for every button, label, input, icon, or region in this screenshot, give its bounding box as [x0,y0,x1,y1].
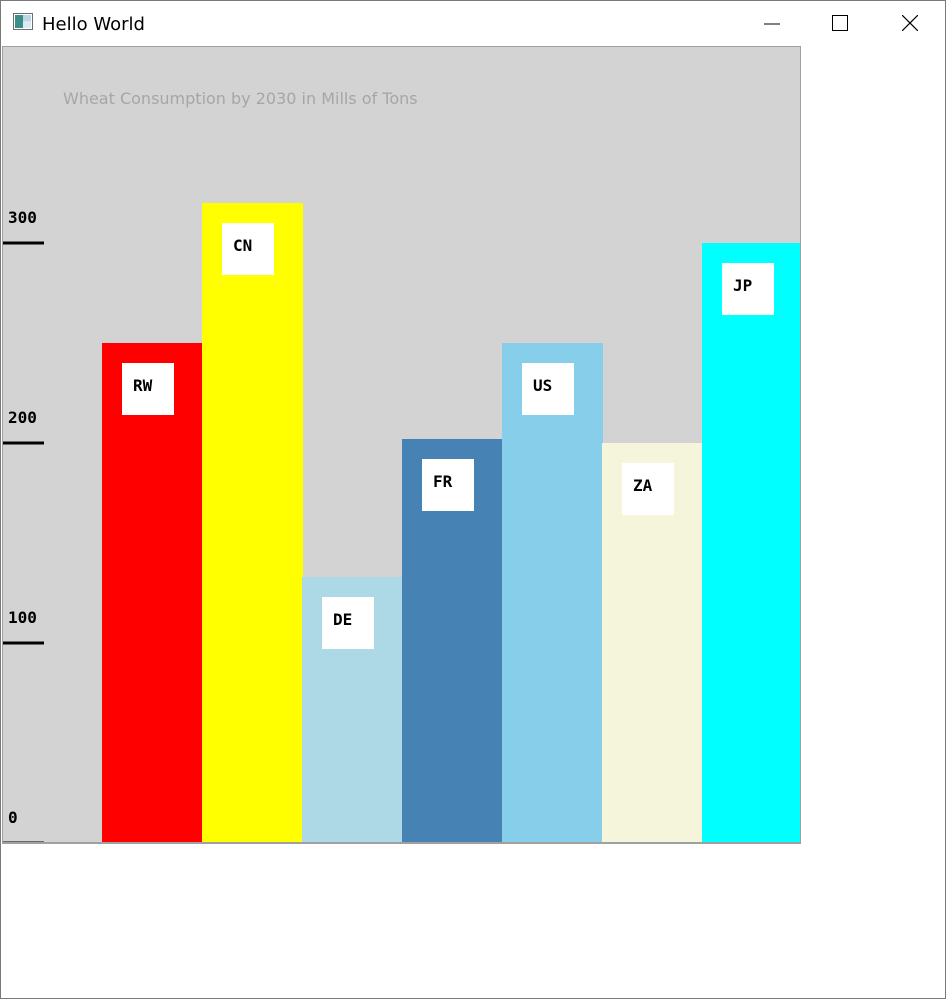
bar-label-za: ZA [633,476,653,495]
bar-us [502,343,603,842]
bar-label-jp: JP [733,276,752,295]
app-window-icon [13,13,33,30]
y-tick-label-300: 300 [8,208,37,227]
window-title: Hello World [42,14,145,35]
bar-label-fr: FR [433,472,453,491]
bar-cn [202,203,303,842]
bar-label-cn: CN [233,236,252,255]
bar-chart: 0 100 200 300 RW CN DE FR US ZA JP [3,203,800,842]
bar-label-us: US [533,376,552,395]
bar-label-box-fr [422,459,474,511]
y-tick-label-200: 200 [8,408,37,427]
bar-label-de: DE [333,610,352,629]
bar-label-box-us [522,363,574,415]
close-icon [902,15,918,31]
bar-label-box-cn [222,223,274,275]
bar-label-box-jp [722,263,774,315]
title-bar[interactable]: Hello World [1,1,945,46]
y-tick-label-100: 100 [8,608,37,627]
chart-area: Wheat Consumption by 2030 in Mills of To… [2,46,801,844]
chart-title: Wheat Consumption by 2030 in Mills of To… [63,89,418,108]
bar-jp [702,243,800,842]
minimize-icon [764,23,780,25]
y-tick-label-0: 0 [8,808,18,827]
close-button[interactable] [875,1,945,46]
bar-label-box-de [322,597,374,649]
maximize-button[interactable] [805,1,875,46]
bar-rw [102,343,203,842]
minimize-button[interactable] [737,1,807,46]
bar-label-rw: RW [133,376,153,395]
bar-label-box-rw [122,363,174,415]
maximize-icon [832,15,848,31]
bar-label-box-za [622,463,674,515]
